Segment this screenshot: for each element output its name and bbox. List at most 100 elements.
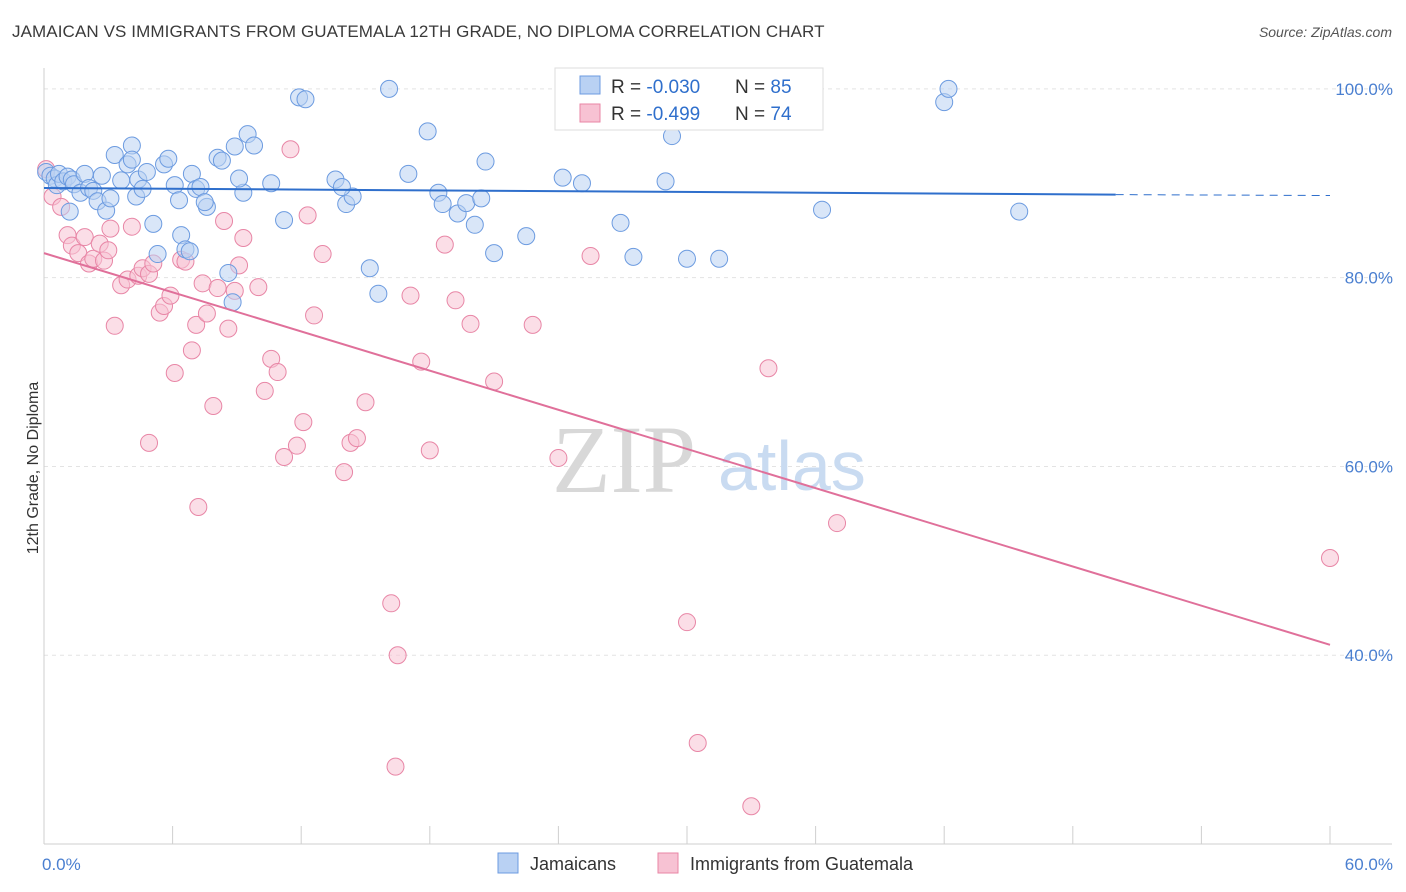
legend-n-label-1: N =	[735, 77, 770, 98]
x-tick-label-0: 0.0%	[42, 855, 81, 874]
jamaican-point-55	[369, 284, 388, 303]
jamaican-trend-line	[43, 186, 1116, 196]
jamaican-point-70	[611, 213, 630, 232]
legend-n-2: N = 74	[735, 104, 792, 125]
jamaican-point-26	[144, 214, 163, 233]
guatemala-point-62	[549, 448, 568, 467]
guatemala-point-56	[420, 441, 439, 460]
legend-n-value-2: 74	[770, 104, 792, 125]
y-tick-label-0: 100.0%	[1335, 80, 1393, 99]
guatemala-point-31	[204, 397, 223, 416]
bottom-swatch-guatemala	[657, 852, 679, 874]
jamaican-point-9	[60, 202, 79, 221]
guatemala-point-66	[759, 359, 778, 378]
jamaican-point-66	[485, 244, 504, 263]
jamaican-point-18	[105, 145, 124, 164]
jamaican-point-49	[296, 90, 315, 109]
chart-title: JAMAICAN VS IMMIGRANTS FROM GUATEMALA 12…	[12, 22, 825, 41]
y-tick-label-3: 40.0%	[1345, 646, 1393, 665]
jamaican-points	[37, 79, 1029, 312]
legend-r-value-2: -0.499	[646, 104, 700, 125]
guatemala-point-38	[249, 278, 268, 297]
guatemala-point-58	[446, 291, 465, 310]
x-tick-labels: 0.0% 60.0%	[42, 855, 1393, 874]
jamaican-point-27	[148, 245, 167, 264]
jamaican-point-41	[225, 137, 244, 156]
jamaican-point-79	[939, 79, 958, 98]
jamaican-point-68	[553, 168, 572, 187]
stats-legend: R = -0.030 N = 85 R = -0.499 N = 74	[554, 67, 824, 131]
y-tick-labels: 100.0% 80.0% 60.0% 40.0%	[1335, 80, 1393, 665]
jamaican-point-29	[159, 149, 178, 168]
jamaican-point-30	[165, 176, 184, 195]
guatemala-point-73	[388, 646, 407, 665]
guatemala-point-48	[313, 245, 332, 264]
jamaican-point-54	[360, 259, 379, 278]
legend-swatch-jamaicans	[579, 75, 601, 95]
y-tick-label-1: 80.0%	[1345, 269, 1393, 288]
legend-n-value-1: 85	[770, 77, 791, 98]
jamaican-point-84	[122, 150, 141, 169]
guatemala-point-45	[294, 413, 313, 432]
jamaican-point-62	[457, 194, 476, 213]
guatemala-point-46	[298, 206, 317, 225]
guatemala-point-12	[101, 219, 120, 238]
legend-n-label-2: N =	[735, 104, 770, 125]
watermark: ZIP atlas	[552, 406, 866, 513]
legend-r-label-1: R =	[611, 77, 646, 98]
jamaican-point-15	[92, 166, 111, 185]
watermark-zip: ZIP	[552, 406, 696, 513]
bottom-legend-guatemala: Immigrants from Guatemala	[690, 854, 914, 874]
jamaican-point-56	[380, 79, 399, 98]
legend-n-1: N = 85	[735, 77, 792, 98]
jamaican-point-63	[465, 215, 484, 234]
legend-r-value-1: -0.030	[646, 77, 700, 98]
guatemala-point-74	[189, 498, 208, 517]
jamaican-point-78	[813, 200, 832, 219]
guatemala-point-71	[386, 757, 405, 776]
guatemala-point-59	[461, 314, 480, 333]
legend-row-2: R = -0.499	[611, 104, 700, 125]
guatemala-points	[37, 79, 1339, 816]
series-legend: Jamaicans Immigrants from Guatemala	[497, 852, 914, 874]
guatemala-point-67	[828, 514, 847, 533]
bottom-legend-jamaicans: Jamaicans	[530, 854, 616, 874]
source-label: Source: ZipAtlas.com	[1258, 24, 1392, 40]
x-tick-label-1: 60.0%	[1345, 855, 1393, 874]
guatemala-point-11	[99, 241, 118, 260]
y-axis-label: 12th Grade, No Diploma	[25, 382, 42, 555]
jamaican-point-46	[262, 174, 281, 193]
guatemala-point-57	[435, 235, 454, 254]
jamaican-point-39	[212, 151, 231, 170]
jamaican-point-47	[275, 211, 294, 230]
guatemala-point-30	[197, 304, 216, 323]
jamaican-point-81	[195, 193, 214, 212]
jamaican-point-19	[112, 171, 131, 190]
legend-row-1: R = -0.030	[611, 77, 700, 98]
jamaican-point-71	[624, 247, 643, 266]
jamaican-point-67	[517, 227, 536, 246]
guatemala-point-24	[165, 363, 184, 382]
jamaican-point-76	[710, 249, 729, 268]
jamaican-point-37	[191, 178, 210, 197]
jamaican-point-83	[180, 242, 199, 261]
jamaican-point-58	[418, 122, 437, 141]
guatemala-point-75	[140, 433, 159, 452]
jamaican-point-43	[230, 169, 249, 188]
y-tick-label-2: 60.0%	[1345, 457, 1393, 476]
bottom-swatch-jamaicans	[497, 852, 519, 874]
guatemala-point-13	[105, 316, 124, 335]
guatemala-point-54	[401, 286, 420, 305]
guatemala-point-39	[255, 381, 274, 400]
guatemala-point-63	[581, 246, 600, 265]
guatemala-trend-line	[43, 252, 1331, 646]
guatemala-point-51	[347, 429, 366, 448]
jamaican-point-17	[101, 189, 120, 208]
axes	[43, 68, 1392, 845]
jamaican-trend-extension	[1115, 194, 1331, 197]
jamaican-point-80	[1010, 202, 1029, 221]
guatemala-point-68	[678, 613, 696, 632]
jamaican-point-69	[572, 174, 591, 193]
guatemala-point-37	[234, 229, 253, 248]
